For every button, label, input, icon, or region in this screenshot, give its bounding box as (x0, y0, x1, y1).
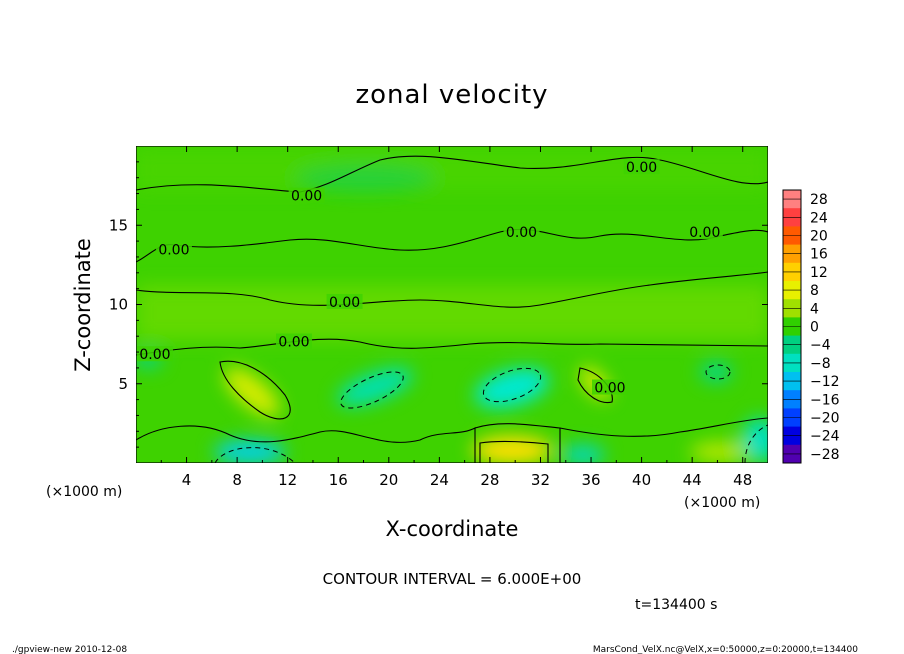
contour-labels: 0.00 0.00 0.00 0.00 0.00 0.00 0.00 0.00 0.00 (136, 159, 723, 397)
colorbar-label: −12 (810, 374, 840, 390)
contour-label: 0.00 (626, 160, 657, 176)
time-label: t=134400 s (635, 597, 717, 613)
colorbar-label: −20 (810, 411, 840, 427)
colorbar-label: 0 (810, 320, 819, 336)
contour-label-bg (503, 224, 540, 240)
colorbar-label: −16 (810, 392, 840, 408)
contour-small-box (479, 440, 549, 463)
contour-label: 0.00 (291, 189, 322, 205)
contour-bottom-2 (474, 423, 561, 463)
x-tick-label: 32 (531, 471, 550, 489)
x-axis: 4 8 12 16 20 24 28 32 36 40 44 48 (160, 146, 752, 489)
contour-label-bg (326, 293, 363, 309)
contour-label: 0.00 (139, 347, 170, 363)
colorbar-label: 20 (810, 229, 828, 245)
footer-right: MarsCond_VelX.nc@VelX,x=0:50000,z=0:2000… (593, 645, 858, 654)
colorbar-label: 16 (810, 247, 828, 263)
contour-label: 0.00 (689, 225, 720, 241)
contour-lines-dashed (214, 364, 768, 463)
contour-label-bg (592, 379, 628, 395)
y-tick-label: 15 (109, 216, 128, 234)
x-tick-label: 4 (182, 471, 192, 489)
contour-lines (136, 155, 768, 463)
colorbar-label: −28 (810, 447, 840, 463)
x-tick-label: 28 (480, 471, 499, 489)
x-tick-label: 20 (379, 471, 398, 489)
x-axis-unit-left: (×1000 m) (46, 484, 122, 500)
x-tick-label: 36 (581, 471, 600, 489)
contour-interval: CONTOUR INTERVAL = 6.000E+00 (323, 570, 582, 588)
contour-label: 0.00 (158, 243, 189, 259)
colorbar-label: 8 (810, 283, 819, 299)
x-tick-label: 48 (733, 471, 752, 489)
contour-label: 0.00 (329, 295, 360, 311)
colorbar: 28 24 20 16 12 8 4 0 −4 −8 −12 −16 −20 −24 −28 (782, 189, 840, 464)
x-tick-label: 24 (430, 471, 449, 489)
x-tick-label: 8 (232, 471, 242, 489)
x-tick-label: 40 (632, 471, 651, 489)
contour-lobe-right (577, 367, 613, 404)
contour-label-bg (136, 346, 173, 362)
colorbar-label: 4 (810, 301, 819, 317)
contour-mid (136, 271, 768, 308)
colorbar-label: −4 (810, 338, 831, 354)
footer-left: ./gpview-new 2010-12-08 (12, 645, 127, 654)
y-tick-label: 10 (109, 296, 128, 314)
x-axis-unit-right: (×1000 m) (684, 495, 760, 511)
colorbar-label: −24 (810, 429, 840, 445)
x-tick-label: 44 (683, 471, 702, 489)
contour-lower (136, 338, 768, 356)
contour-bottom-3 (559, 417, 768, 437)
contour-label-bg (276, 333, 312, 349)
contour-label: 0.00 (278, 335, 309, 351)
contour-label: 0.00 (506, 225, 537, 241)
contour-lobe-left (219, 360, 291, 420)
colorbar-label: 24 (810, 210, 828, 226)
contour-label-bg (686, 224, 723, 240)
x-tick-label: 12 (278, 471, 297, 489)
colorbar-label: −8 (810, 356, 831, 372)
contour-label-bg (623, 159, 660, 175)
contour-bottom-1 (136, 425, 476, 463)
colorbar-label: 12 (810, 265, 828, 281)
contour-label-bg (288, 187, 325, 203)
y-tick-label: 5 (118, 375, 128, 393)
x-axis-label: X-coordinate (386, 517, 519, 541)
colorbar-label: 28 (810, 192, 828, 208)
y-axis: 5 10 15 (109, 161, 768, 448)
contour-label-bg (155, 241, 192, 257)
x-tick-label: 16 (329, 471, 348, 489)
y-axis-label: Z-coordinate (71, 238, 95, 372)
contour-upper (136, 155, 768, 193)
chart-title: zonal velocity (355, 80, 548, 110)
contour-upper-2 (136, 228, 768, 263)
plot-area (136, 146, 768, 463)
contour-label: 0.00 (594, 381, 625, 397)
